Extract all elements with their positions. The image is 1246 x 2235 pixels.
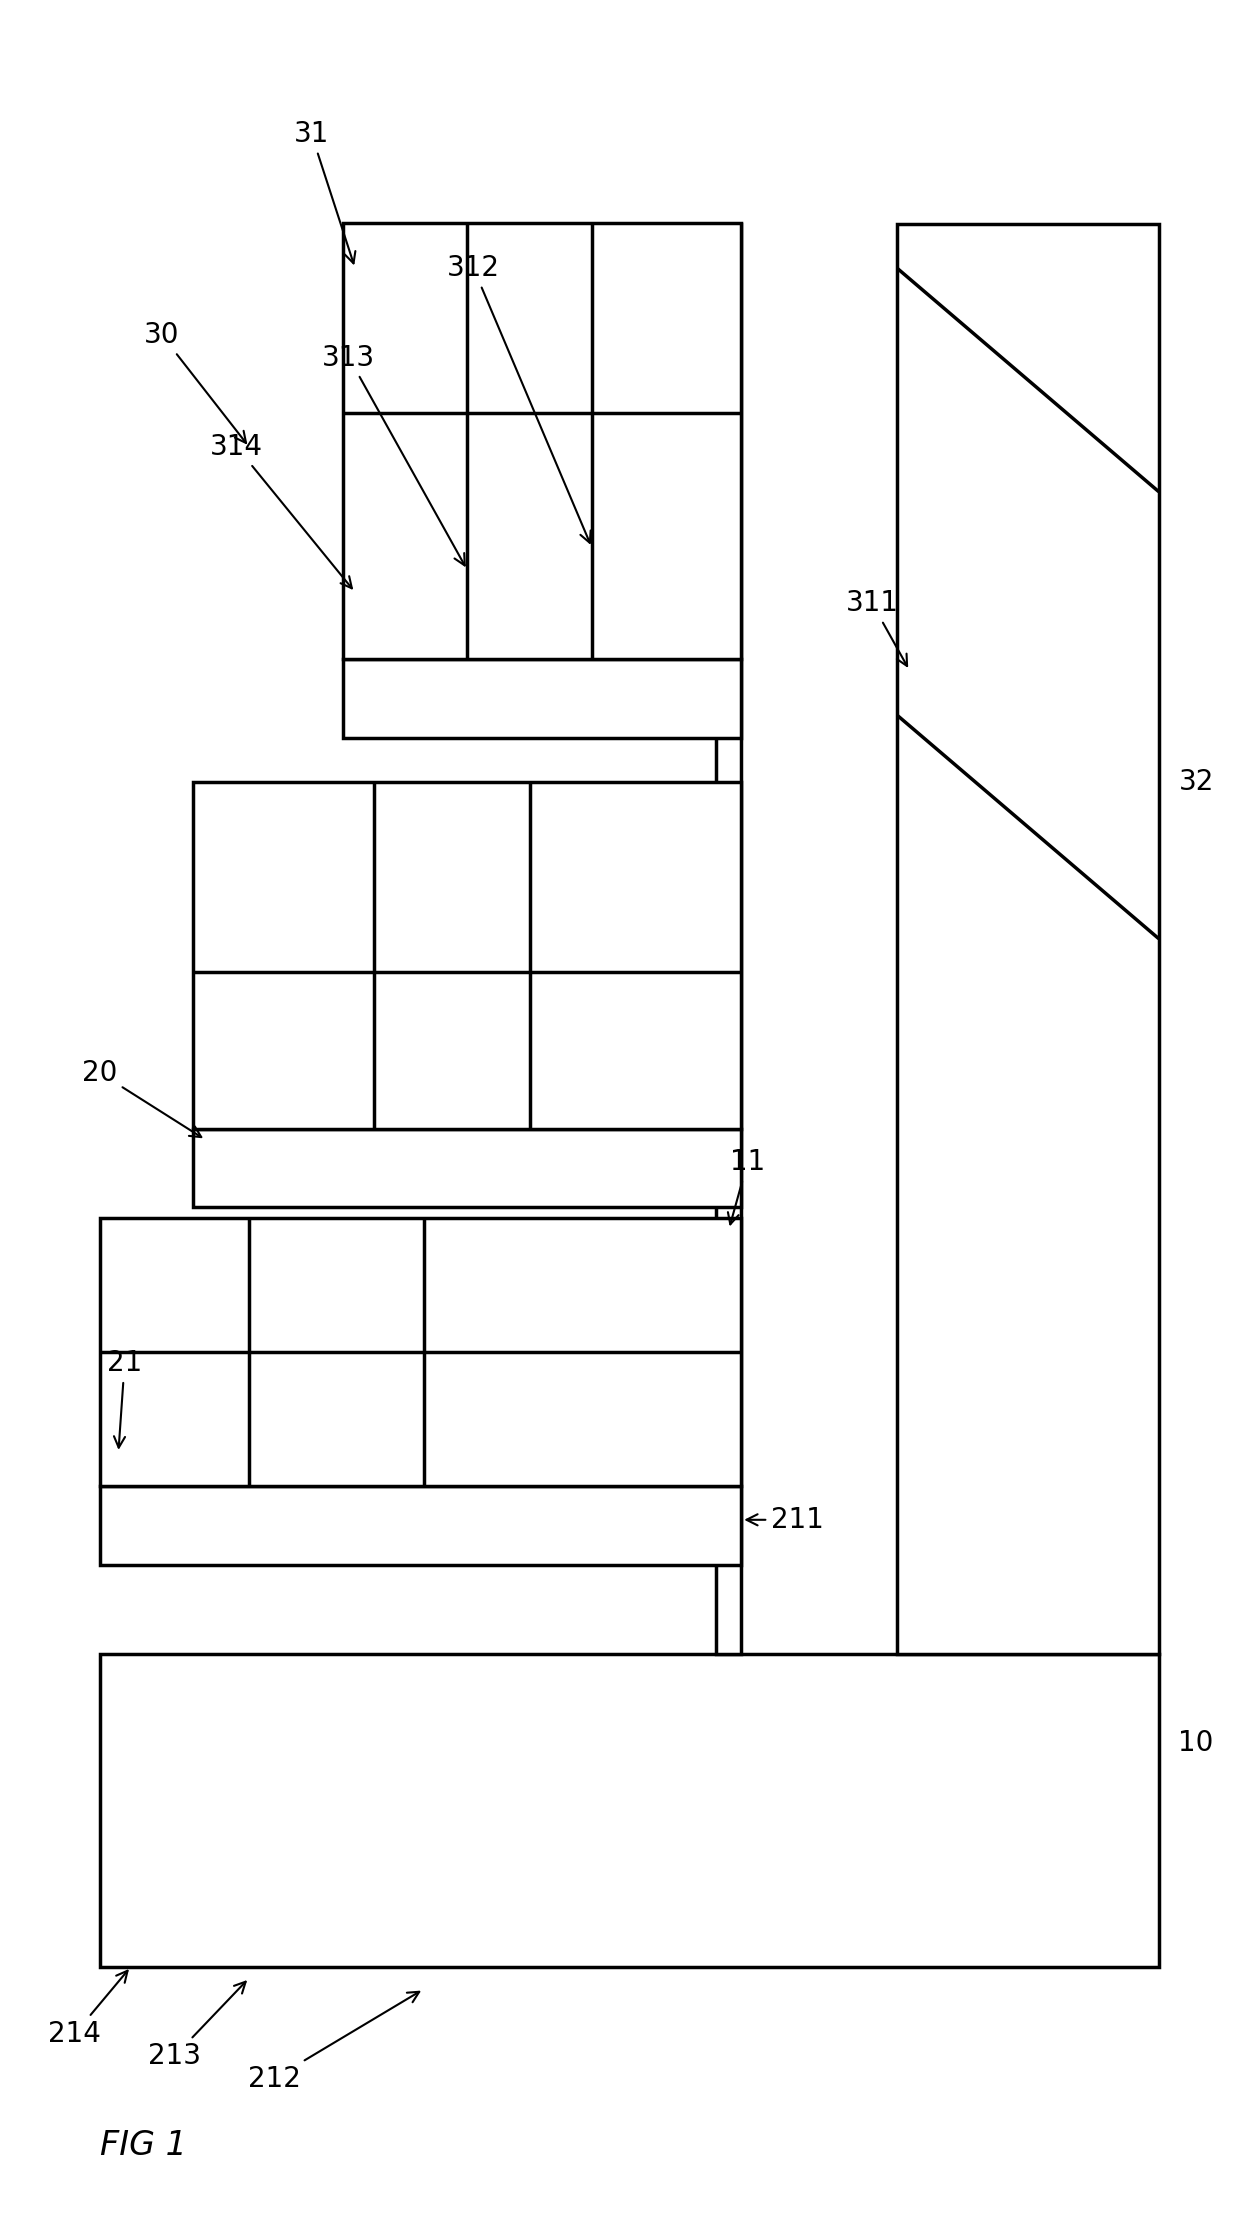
Text: 10: 10 <box>1179 1730 1214 1757</box>
Text: 213: 213 <box>148 1982 245 2070</box>
Bar <box>716 224 741 1654</box>
Text: 214: 214 <box>49 1971 127 2047</box>
Text: 212: 212 <box>248 1991 419 2092</box>
Text: FIG 1: FIG 1 <box>100 2130 187 2161</box>
Text: 211: 211 <box>746 1506 824 1533</box>
Text: 21: 21 <box>107 1350 142 1448</box>
Text: 312: 312 <box>447 255 591 543</box>
Text: 314: 314 <box>211 434 351 588</box>
Text: 311: 311 <box>846 590 907 666</box>
Bar <box>100 1654 1159 1967</box>
Bar <box>343 224 741 659</box>
Text: 20: 20 <box>82 1059 202 1138</box>
Bar <box>343 659 741 738</box>
Bar <box>100 1486 741 1564</box>
Bar <box>897 224 1159 1654</box>
Text: 31: 31 <box>294 121 355 264</box>
Text: 11: 11 <box>728 1149 765 1225</box>
Bar <box>193 782 741 1129</box>
Text: 313: 313 <box>323 344 465 565</box>
Bar <box>100 1218 741 1486</box>
Text: 32: 32 <box>1179 769 1214 796</box>
Bar <box>193 1129 741 1207</box>
Text: 30: 30 <box>145 322 245 443</box>
